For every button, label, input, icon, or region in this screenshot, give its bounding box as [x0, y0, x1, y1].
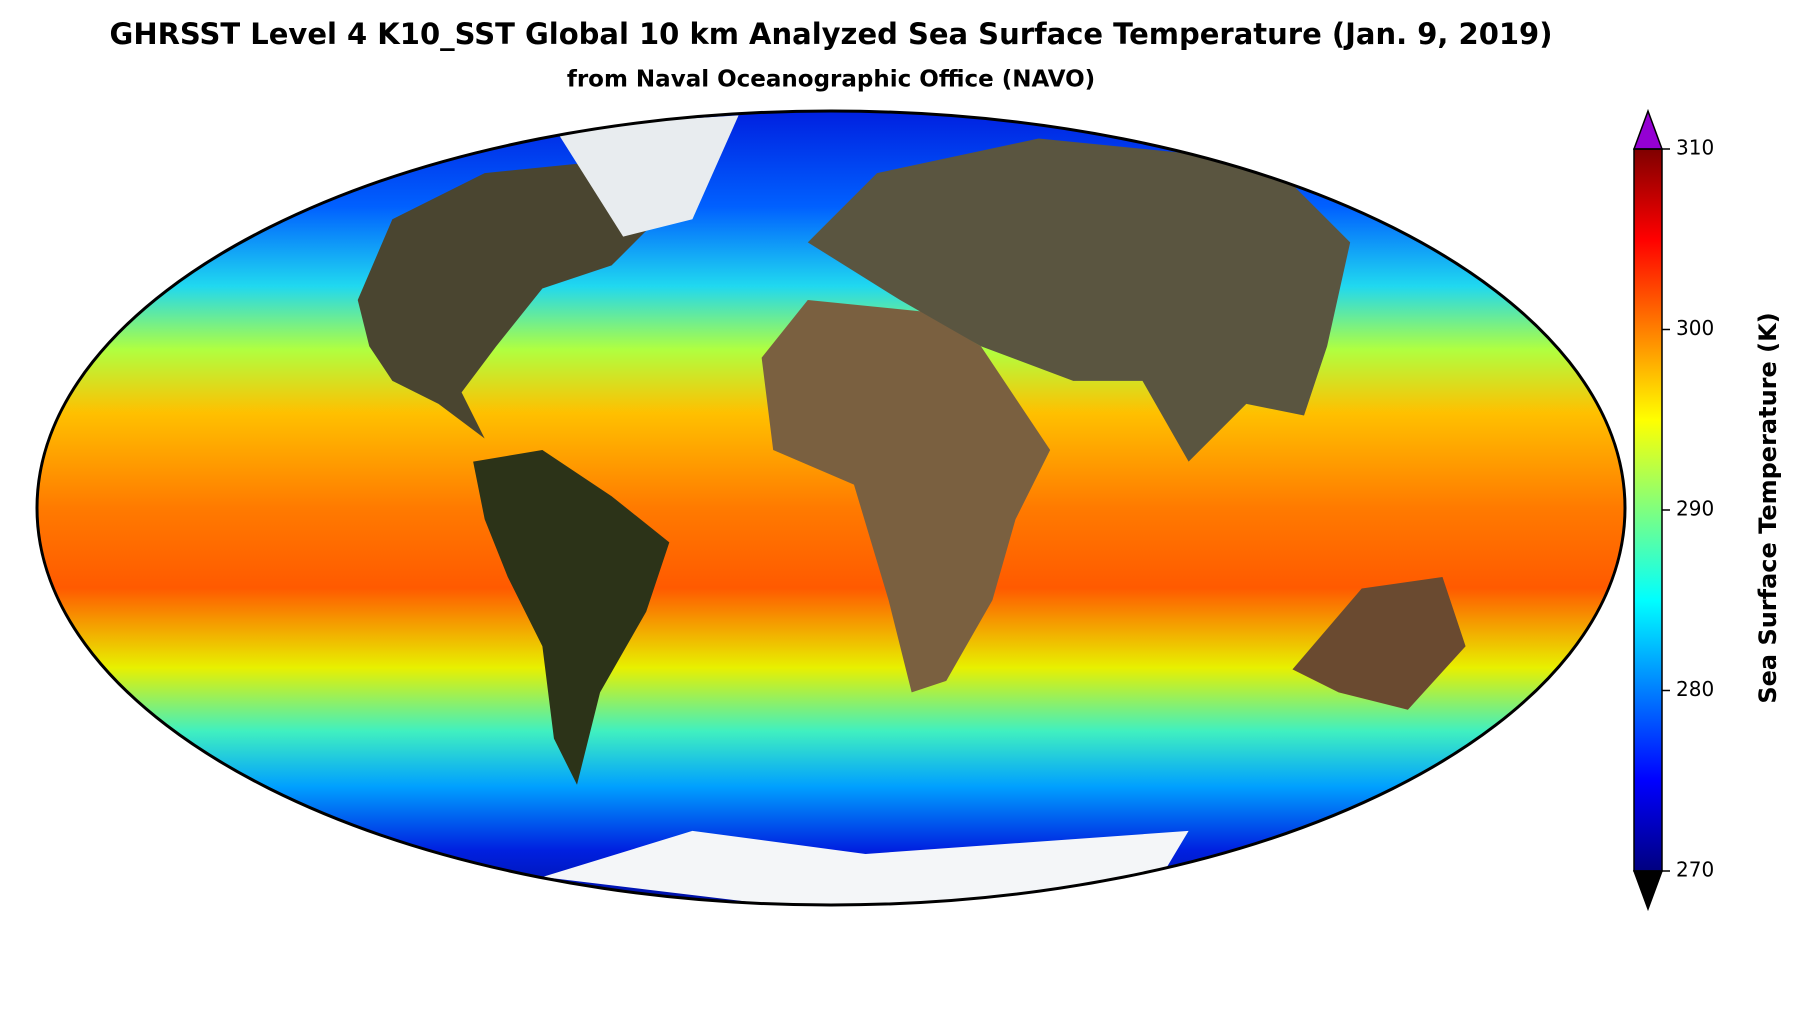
eurasia	[807, 138, 1351, 462]
colorbar-tick-label: 270	[1676, 858, 1714, 882]
colorbar-extend-max	[1632, 108, 1664, 150]
map	[37, 111, 1625, 905]
colorbar-extend-min	[1632, 870, 1664, 912]
australia	[1292, 577, 1466, 710]
colorbar-tick-label: 280	[1676, 677, 1714, 701]
colorbar-tick-label: 310	[1676, 136, 1714, 160]
colorbar-gradient	[1634, 149, 1662, 871]
colorbar-tick-label: 290	[1676, 497, 1714, 521]
colorbar: 270 280 290 300 310	[1632, 108, 1714, 912]
map-border	[35, 109, 1627, 907]
subtitle: from Naval Oceanographic Office (NAVO)	[567, 67, 1095, 93]
colorbar-tick-label: 300	[1676, 316, 1714, 340]
greenland	[553, 115, 739, 237]
north-america	[357, 161, 647, 439]
africa	[761, 300, 1051, 693]
title: GHRSST Level 4 K10_SST Global 10 km Anal…	[110, 17, 1553, 51]
south-america	[473, 450, 670, 785]
colorbar-label: Sea Surface Temperature (K)	[1754, 312, 1782, 703]
